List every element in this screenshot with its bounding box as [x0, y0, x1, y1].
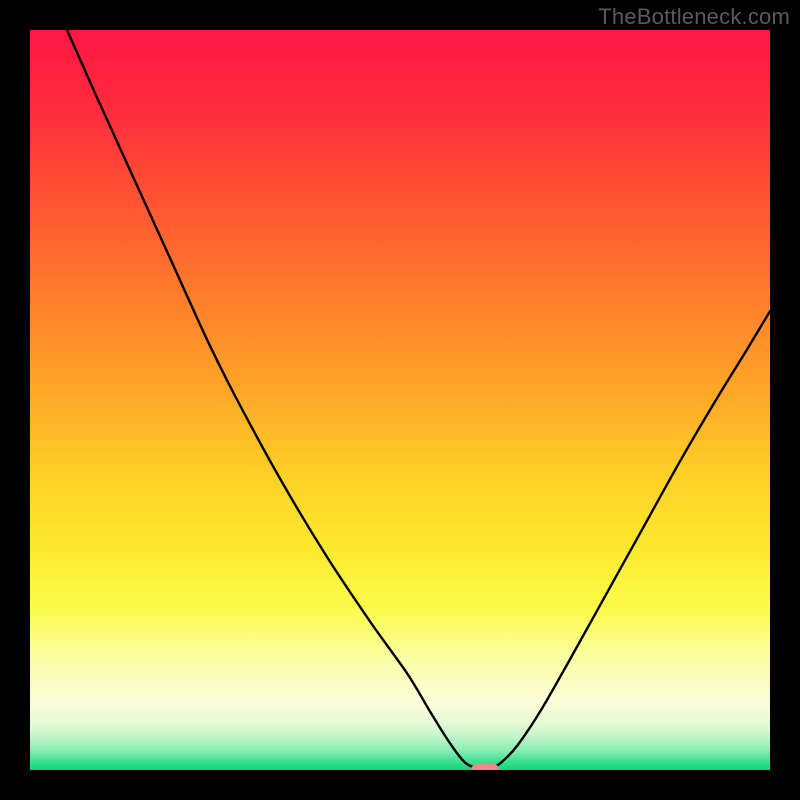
chart-canvas: TheBottleneck.com — [0, 0, 800, 800]
watermark-label: TheBottleneck.com — [598, 4, 790, 30]
optimal-marker — [471, 764, 499, 770]
plot-area — [30, 30, 770, 770]
gradient-background — [30, 30, 770, 770]
bottleneck-curve-chart — [30, 30, 770, 770]
